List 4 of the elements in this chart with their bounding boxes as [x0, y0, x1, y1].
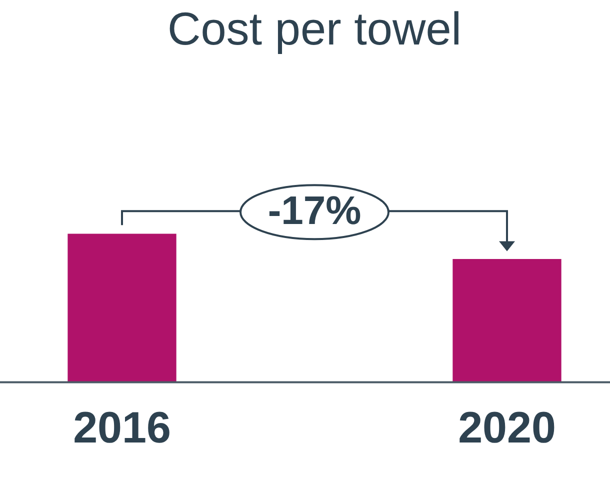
chart-title: Cost per towel: [167, 2, 462, 54]
x-tick-label: 2020: [458, 404, 556, 453]
text: -17%: [268, 189, 362, 234]
x-tick-label: 2016: [73, 404, 171, 453]
